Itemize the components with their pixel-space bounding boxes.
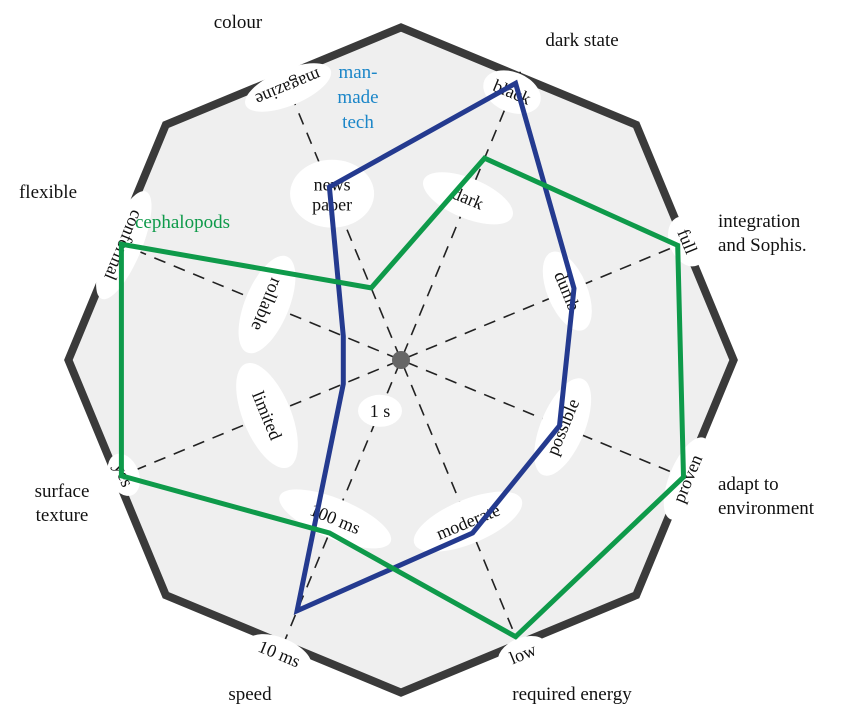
axis-name: colour [214, 12, 263, 33]
series-group [118, 79, 687, 640]
tick-label: dumb [542, 251, 592, 331]
tick-label: low [497, 635, 548, 672]
tick-label: rollable [238, 255, 296, 354]
series-line-man-made-tech [293, 79, 577, 616]
axis-name: flexible [19, 182, 77, 203]
center-dot [392, 351, 410, 369]
axis-name: adapt to environment [718, 474, 815, 519]
series-label-man-made-tech: man-made tech [337, 62, 378, 133]
axis-name: surface texture [35, 481, 90, 526]
axis-name: speed [228, 684, 272, 705]
tick-label: 1 s [358, 394, 402, 427]
axis-name: integration and Sophis. [718, 211, 807, 256]
series-label-group: man-made tech cephalopods [135, 62, 379, 233]
tick-label-text: 1 s [370, 401, 391, 421]
series-label-cephalopods: cephalopods [135, 212, 230, 233]
axis-name: required energy [512, 684, 632, 705]
axis-name-group: dark state integration and Sophis. adapt to… [19, 12, 815, 705]
tick-label: black [483, 70, 541, 114]
series-line-cephalopods [118, 155, 687, 640]
tick-label: limited [236, 362, 298, 469]
axis-name: dark state [545, 30, 618, 51]
